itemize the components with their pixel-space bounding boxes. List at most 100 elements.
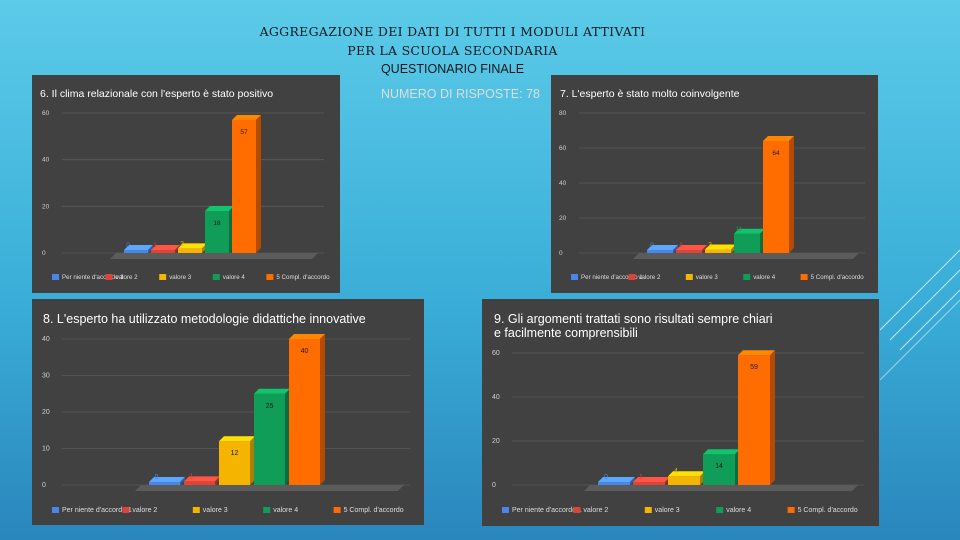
legend-label: valore 4 bbox=[726, 507, 751, 514]
header-line-4: NUMERO DI RISPOSTE: 78 bbox=[380, 87, 540, 101]
data-label: 59 bbox=[750, 364, 758, 371]
data-label: 64 bbox=[772, 150, 780, 157]
legend-swatch bbox=[502, 507, 509, 513]
chart-floor bbox=[110, 253, 318, 259]
legend-label: valore 3 bbox=[169, 274, 192, 281]
y-tick-label: 40 bbox=[42, 157, 50, 164]
data-label: 0 bbox=[126, 242, 130, 249]
y-tick-label: 40 bbox=[559, 180, 567, 187]
data-label: 0 bbox=[650, 242, 654, 249]
data-label: 0 bbox=[155, 474, 159, 481]
legend-label: valore 2 bbox=[132, 507, 157, 514]
legend-label: Per niente d'accordo 1 bbox=[512, 507, 582, 514]
data-label: 1 bbox=[639, 474, 643, 481]
y-tick-label: 20 bbox=[42, 409, 50, 416]
data-label: 0 bbox=[604, 474, 608, 481]
y-tick-label: 60 bbox=[42, 110, 50, 117]
chart-floor bbox=[135, 485, 404, 491]
chart-svg-3: 8. L'esperto ha utilizzato metodologie d… bbox=[42, 312, 410, 514]
y-tick-label: 20 bbox=[492, 438, 500, 445]
data-label: 11 bbox=[736, 226, 743, 233]
data-label: 25 bbox=[266, 403, 274, 410]
legend-swatch bbox=[743, 274, 751, 280]
chart-title-line-2: e facilmente comprensibili bbox=[494, 326, 638, 340]
bar-2 bbox=[676, 245, 707, 253]
legend-label: valore 2 bbox=[638, 274, 661, 281]
chart-panel-q6: 6. Il clima relazionale con l'esperto è … bbox=[32, 75, 340, 293]
data-label: 18 bbox=[213, 220, 221, 227]
legend-label: 5 Compl. d'accordo bbox=[344, 507, 404, 514]
legend-label: valore 4 bbox=[223, 274, 246, 281]
chart-title: 6. Il clima relazionale con l'esperto è … bbox=[40, 88, 273, 100]
chart-title: 8. L'esperto ha utilizzato metodologie d… bbox=[43, 312, 366, 326]
data-label: 12 bbox=[231, 450, 239, 457]
legend-label: Per niente d'accordo 1 bbox=[62, 274, 124, 281]
y-tick-label: 20 bbox=[42, 203, 50, 210]
legend-swatch bbox=[628, 274, 636, 280]
legend-swatch bbox=[192, 507, 200, 513]
data-label: 1 bbox=[153, 242, 157, 249]
bar-1 bbox=[149, 477, 185, 485]
y-tick-label: 60 bbox=[559, 145, 567, 152]
chart-title: 7. L'esperto è stato molto coinvolgente bbox=[560, 88, 740, 100]
data-label: 4 bbox=[674, 468, 678, 475]
legend-swatch bbox=[685, 274, 693, 280]
y-tick-label: 0 bbox=[42, 250, 46, 257]
legend-swatch bbox=[212, 274, 220, 280]
bar-1 bbox=[124, 245, 153, 253]
header-line-2: PER LA SCUOLA SECONDARIA bbox=[347, 43, 558, 58]
legend-swatch bbox=[52, 507, 59, 513]
legend-label: valore 4 bbox=[273, 507, 298, 514]
bar-5 bbox=[232, 115, 261, 253]
legend-label: 5 Compl. d'accordo bbox=[276, 274, 330, 281]
data-label: 1 bbox=[679, 242, 683, 249]
chart-panel-q8: 8. L'esperto ha utilizzato metodologie d… bbox=[32, 299, 424, 525]
legend-swatch bbox=[263, 507, 271, 513]
legend-swatch bbox=[800, 274, 808, 280]
data-label: 2 bbox=[180, 240, 184, 247]
legend-swatch bbox=[571, 274, 578, 280]
chart-svg-1: 6. Il clima relazionale con l'esperto è … bbox=[40, 88, 330, 281]
y-tick-label: 0 bbox=[559, 250, 563, 257]
legend-swatch bbox=[266, 274, 274, 280]
bar-1 bbox=[647, 245, 678, 253]
chart-floor bbox=[584, 485, 858, 491]
legend-label: valore 3 bbox=[203, 507, 228, 514]
chart-floor bbox=[633, 253, 859, 259]
chart-panel-q7: 7. L'esperto è stato molto coinvolgente 0… bbox=[551, 75, 878, 293]
legend-swatch bbox=[159, 274, 167, 280]
legend-label: valore 3 bbox=[696, 274, 719, 281]
chart-svg-4: 9. Gli argomenti trattati sono risultati… bbox=[492, 312, 864, 514]
legend-swatch bbox=[573, 507, 581, 513]
legend-label: 5 Compl. d'accordo bbox=[811, 274, 865, 281]
chart-svg-2: 7. L'esperto è stato molto coinvolgente 0… bbox=[559, 88, 865, 281]
bar-3 bbox=[219, 436, 255, 485]
legend-swatch bbox=[644, 507, 652, 513]
legend-label: valore 2 bbox=[583, 507, 608, 514]
bar-5 bbox=[289, 334, 325, 485]
y-tick-label: 30 bbox=[42, 373, 50, 380]
legend-label: Per niente d'accordo 1 bbox=[62, 507, 132, 514]
bar-5 bbox=[763, 136, 794, 253]
data-label: 40 bbox=[301, 348, 309, 355]
bar-1 bbox=[598, 477, 635, 485]
legend-swatch bbox=[716, 507, 724, 513]
data-label: 1 bbox=[190, 473, 194, 480]
bar-2 bbox=[151, 245, 180, 253]
chart-title-line-1: 9. Gli argomenti trattati sono risultati… bbox=[494, 312, 773, 326]
bar-4 bbox=[703, 449, 740, 485]
bar-4 bbox=[254, 388, 290, 485]
responses-count: NUMERO DI RISPOSTE: 78 bbox=[340, 85, 540, 104]
legend-label: 5 Compl. d'accordo bbox=[798, 507, 858, 514]
y-tick-label: 40 bbox=[492, 394, 500, 401]
legend-swatch bbox=[787, 507, 795, 513]
legend-label: Per niente d'accordo 1 bbox=[581, 274, 643, 281]
y-tick-label: 20 bbox=[559, 215, 567, 222]
y-tick-label: 80 bbox=[559, 110, 567, 117]
y-tick-label: 40 bbox=[42, 336, 50, 343]
legend-swatch bbox=[105, 274, 113, 280]
page-header: AGGREGAZIONE DEI DATI DI TUTTI I MODULI … bbox=[200, 22, 705, 79]
legend-label: valore 2 bbox=[116, 274, 139, 281]
header-line-3: QUESTIONARIO FINALE bbox=[380, 62, 525, 76]
bar-5 bbox=[738, 350, 775, 485]
